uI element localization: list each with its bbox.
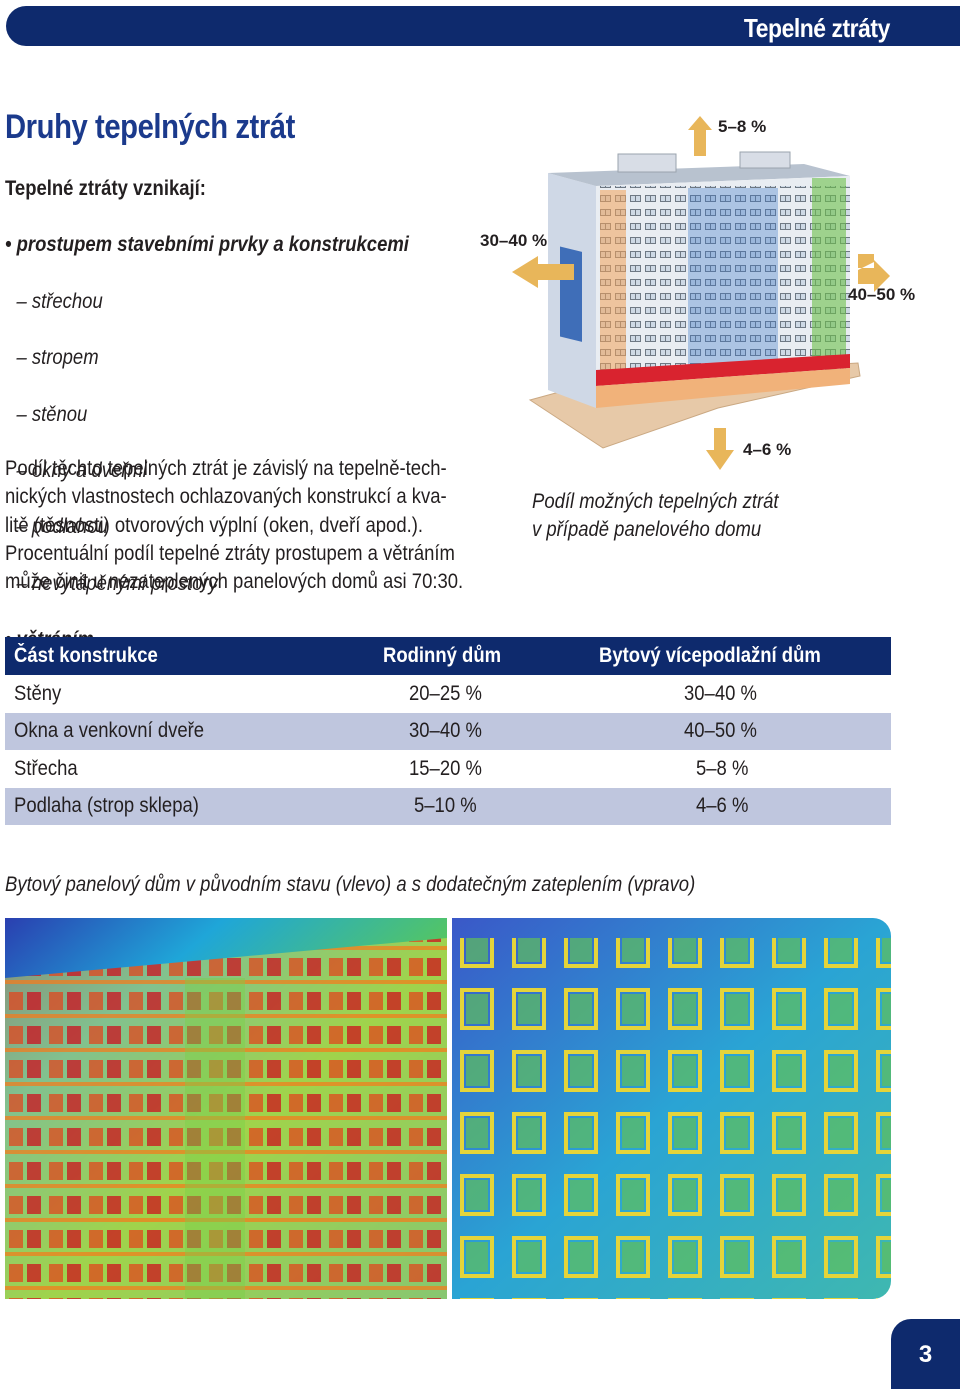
roof [548,164,850,186]
table-row: Okna a venkovní dveře 30–40 % 40–50 % [5,712,891,750]
body-paragraph: Podíl těchto tepelných ztrát je závislý … [5,455,505,596]
table-cell: Okna a venkovní dveře [5,712,340,750]
facade-windows [596,186,850,376]
caption-line: v případě panelového domu [532,518,762,541]
table-row: Stěny 20–25 % 30–40 % [5,675,891,713]
heat-loss-table: Část konstrukce Rodinný dům Bytový vícep… [5,637,891,825]
arrow-left-icon [512,256,574,288]
facade-blue-strip [688,188,778,374]
facade-orange-strip [600,190,626,378]
table-row: Střecha 15–20 % 5–8 % [5,750,891,788]
page-number-box: 3 [891,1319,960,1389]
body-line: litě (těsnosti) otvorových výplní (oken,… [5,513,424,537]
table-cell: 20–25 % [408,681,482,705]
intro-sub-item: – okny a dveřmi [16,459,147,483]
table-cell: 30–40 % [684,681,758,705]
arrow-roof-icon [688,116,712,156]
arrow-floor-icon [706,428,734,470]
table-row: Podlaha (strop sklepa) 5–10 % 4–6 % [5,787,891,825]
body-line: Procentuální podíl tepelné ztráty prostu… [5,541,455,565]
panel-building-illustration: 5–8 % 30–40 % 40–50 % 4–6 % [480,116,915,470]
body-line: Podíl těchto tepelných ztrát je závislý … [5,457,447,480]
table-header: Bytový vícepodlažní dům [560,637,891,675]
table-cell: Stěny [14,681,62,705]
intro-sub-item: – podlahou [16,515,108,539]
intro-sub-item: – stěnou [16,402,88,426]
table-cell: 30–40 % [340,712,560,750]
intro-bullet-transmission: • prostupem stavebními prvky a konstrukc… [5,233,409,257]
arrow-right-icon [858,254,890,292]
page-title: Druhy tepelných ztrát [5,108,295,146]
thermogram-after [452,918,891,1299]
table-header: Rodinný dům [340,637,560,675]
table-header-row: Část konstrukce Rodinný dům Bytový vícep… [5,637,891,675]
illustration-caption: Podíl možných tepelných ztrát v případě … [532,488,812,544]
label-floor: 4–6 % [743,440,791,459]
table-cell: 5–8 % [695,756,749,780]
body-line: může činit u nezateplených panelových do… [5,570,464,594]
table-cell: 4–6 % [560,787,891,825]
page-number: 3 [918,1341,933,1368]
table-cell: Střecha [14,756,78,780]
roof-unit [617,153,677,173]
body-line: nických vlastnostech ochlazovaných konst… [5,485,447,509]
thermo-caption: Bytový panelový dům v původním stavu (vl… [5,873,696,896]
caption-line: Podíl možných tepelných ztrát [532,490,779,513]
intro-lead: Tepelné ztráty vznikají: [5,177,206,200]
table-header: Část konstrukce [5,637,340,675]
label-roof: 5–8 % [718,117,766,136]
plinth [596,368,850,408]
table-cell: Podlaha (strop sklepa) [5,787,340,825]
thermogram-before [5,918,447,1299]
table-cell: 40–50 % [560,712,891,750]
plinth-red-band [596,354,850,386]
roof-unit [739,151,791,169]
label-right-wall: 40–50 % [848,285,915,304]
table-cell: 5–10 % [340,787,560,825]
table-cell: 15–20 % [408,756,482,780]
facade-green-strip [812,178,846,362]
intro-sub-item: – stropem [16,346,99,370]
intro-sub-item: – střechou [16,289,103,313]
left-wall-blue-panel [560,246,582,342]
header-title: Tepelné ztráty [744,13,890,43]
intro-sub-item: – nevytápěnými prostory [16,571,218,595]
header-bar: Tepelné ztráty [6,6,960,46]
label-left-wall: 30–40 % [480,231,547,250]
